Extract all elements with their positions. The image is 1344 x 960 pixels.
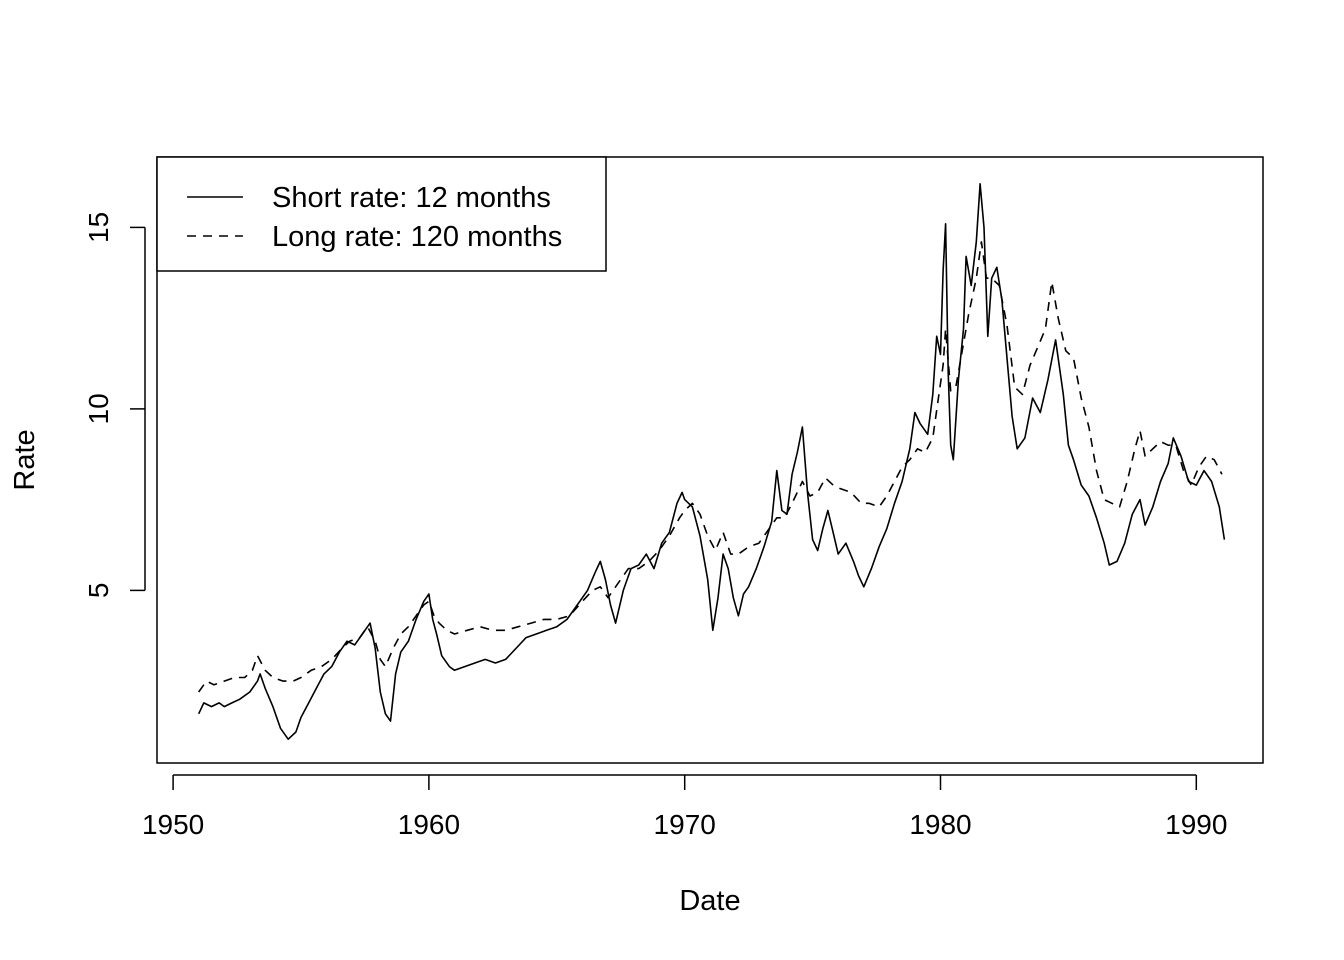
legend-box [156,156,607,272]
legend-label-short: Short rate: 12 months [272,182,551,214]
y-tick-label: 15 [83,212,114,243]
x-tick-label: 1950 [142,809,204,840]
series-short-rate-line [197,183,1226,740]
x-tick-label: 1960 [398,809,460,840]
x-tick-label: 1980 [909,809,971,840]
x-tick-label: 1970 [654,809,716,840]
series-long-rate-line [198,241,1223,693]
legend-label-long: Long rate: 120 months [272,221,562,253]
y-tick-label: 5 [83,583,114,599]
plot-frame [156,156,1264,764]
y-tick-label: 10 [83,393,114,424]
legend: Short rate: 12 months Long rate: 120 mon… [156,156,607,272]
y-axis: 5 10 15 [83,212,146,599]
x-axis-title: Date [679,885,740,917]
y-axis-title: Rate [9,429,41,490]
x-axis: 1950 1960 1970 1980 1990 [142,774,1227,840]
x-tick-label: 1990 [1165,809,1227,840]
series-layer [197,183,1226,740]
